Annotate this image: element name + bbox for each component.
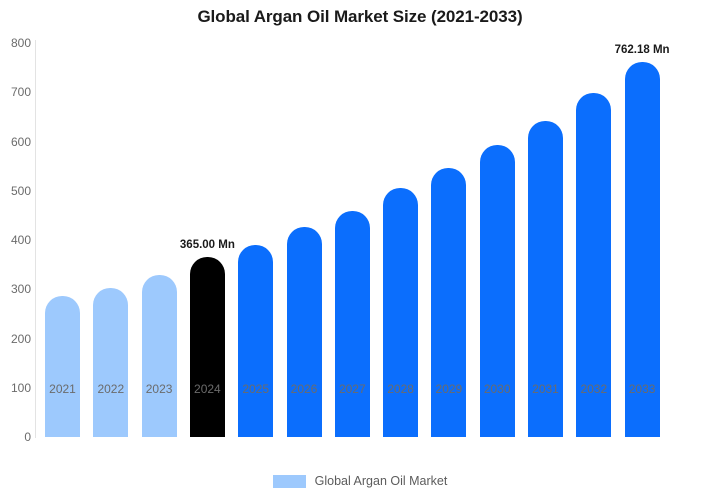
bar-group-2024[interactable]: 365.00 Mn 2024 bbox=[180, 239, 235, 437]
bar-2024[interactable] bbox=[189, 257, 225, 437]
bar-2022[interactable] bbox=[93, 287, 129, 437]
legend-label-global-argan-oil-market: Global Argan Oil Market bbox=[314, 474, 448, 488]
x-axis-tick-2029: 2029 bbox=[435, 382, 463, 396]
x-axis-tick-2031: 2031 bbox=[532, 382, 559, 396]
y-axis-tick-100: 100 bbox=[10, 380, 31, 395]
bar-2031[interactable] bbox=[528, 120, 563, 437]
bar-group-2022[interactable]: 2022 bbox=[93, 287, 129, 437]
bar-2023[interactable] bbox=[141, 274, 177, 437]
bar-2026[interactable] bbox=[286, 227, 322, 437]
bar-group-2027[interactable]: 2027 bbox=[334, 210, 370, 437]
y-axis-tick-800: 800 bbox=[10, 36, 31, 50]
y-axis-tick-500: 500 bbox=[10, 183, 31, 198]
x-axis-tick-2024: 2024 bbox=[194, 382, 221, 396]
y-axis-line bbox=[35, 40, 36, 438]
bar-group-2028[interactable]: 2028 bbox=[383, 188, 419, 437]
bar-group-2030[interactable]: 2030 bbox=[479, 144, 515, 437]
y-axis-tick-300: 300 bbox=[10, 282, 31, 297]
x-axis-tick-2025: 2025 bbox=[242, 382, 270, 396]
bar-2028[interactable] bbox=[383, 188, 419, 437]
bar-2029[interactable] bbox=[431, 168, 467, 437]
bar-group-2031[interactable]: 2031 bbox=[528, 120, 563, 437]
bar-group-2029[interactable]: 2029 bbox=[431, 168, 467, 437]
bar-2021[interactable] bbox=[45, 296, 80, 437]
y-axis-tick-700: 700 bbox=[10, 85, 31, 100]
x-axis-tick-2030: 2030 bbox=[483, 382, 511, 396]
bar-group-2021[interactable]: 2021 bbox=[45, 296, 80, 437]
y-axis-tick-labels: 0 100 200 300 400 500 600 700 800 bbox=[0, 0, 31, 500]
x-axis-tick-2028: 2028 bbox=[387, 382, 414, 396]
bar-value-label-2024: 365.00 Mn bbox=[179, 239, 235, 252]
bar-group-2023[interactable]: 2023 bbox=[141, 274, 177, 437]
bar-2032[interactable] bbox=[576, 93, 612, 437]
x-axis-tick-2021: 2021 bbox=[49, 382, 76, 396]
chart-title: Global Argan Oil Market Size (2021-2033) bbox=[197, 7, 523, 26]
y-axis-tick-0: 0 bbox=[24, 430, 31, 444]
bar-2030[interactable] bbox=[479, 144, 515, 437]
x-axis-tick-2022: 2022 bbox=[97, 382, 125, 396]
x-axis-tick-2026: 2026 bbox=[290, 382, 318, 396]
bar-2027[interactable] bbox=[334, 210, 370, 437]
y-axis-tick-400: 400 bbox=[10, 233, 31, 247]
bar-2025[interactable] bbox=[238, 244, 274, 437]
bar-group-2026[interactable]: 2026 bbox=[286, 227, 322, 437]
bar-2033[interactable] bbox=[624, 61, 660, 437]
chart-legend: Global Argan Oil Market bbox=[0, 474, 720, 488]
bar-group-2025[interactable]: 2025 bbox=[238, 244, 274, 437]
x-axis-tick-2027: 2027 bbox=[338, 382, 366, 396]
bar-group-2032[interactable]: 2032 bbox=[576, 93, 612, 437]
x-axis-tick-2033: 2033 bbox=[628, 382, 656, 396]
bar-group-2033[interactable]: 762.18 Mn 2033 bbox=[615, 44, 670, 437]
y-axis-tick-200: 200 bbox=[10, 331, 31, 346]
x-axis-tick-2032: 2032 bbox=[580, 382, 608, 396]
bar-value-label-2033: 762.18 Mn bbox=[614, 43, 670, 56]
x-axis-tick-2023: 2023 bbox=[145, 382, 173, 396]
y-axis-tick-600: 600 bbox=[10, 134, 31, 149]
legend-swatch-global-argan-oil-market bbox=[272, 474, 306, 488]
